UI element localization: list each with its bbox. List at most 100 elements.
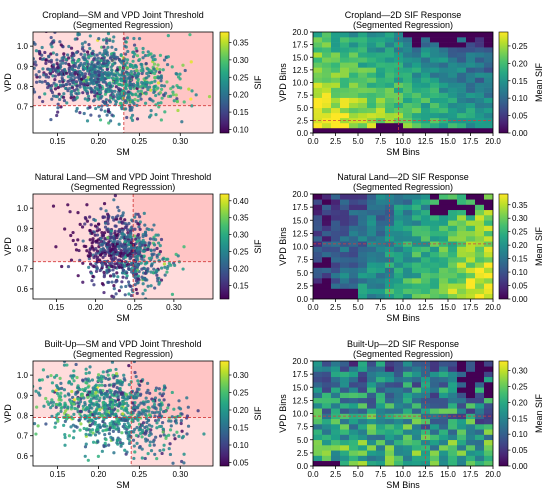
heatmap-cell <box>439 230 449 237</box>
heatmap-cell <box>385 127 395 133</box>
data-point <box>40 378 44 382</box>
heatmap-cell <box>421 293 431 299</box>
data-point <box>149 113 153 117</box>
data-point <box>82 111 86 116</box>
x-axis-label: SM Bins <box>386 480 420 490</box>
data-point <box>109 235 113 239</box>
heatmap-cell <box>457 215 467 221</box>
colorbar-tick-label: 0.05 <box>512 446 528 455</box>
data-point <box>99 380 104 384</box>
heatmap-cell <box>412 429 422 435</box>
heatmap-cell <box>466 87 476 93</box>
data-point <box>115 441 119 445</box>
heatmap-cell <box>313 455 323 462</box>
data-point <box>162 388 166 392</box>
heatmap-cell <box>313 122 323 129</box>
heatmap-cell <box>421 220 431 226</box>
heatmap-cell <box>484 32 493 38</box>
heatmap-cell <box>448 272 458 279</box>
y-axis-label: VPD <box>3 237 13 256</box>
data-point <box>83 40 87 44</box>
data-point <box>68 86 72 91</box>
heatmap-cell <box>439 408 449 414</box>
heatmap-cell <box>358 267 368 274</box>
data-point <box>111 272 116 276</box>
heatmap-cell <box>322 251 332 258</box>
data-point <box>105 67 109 72</box>
data-point <box>135 54 140 58</box>
data-point <box>121 275 125 279</box>
heatmap-cell <box>322 204 332 211</box>
data-point <box>130 63 134 68</box>
data-point <box>104 209 108 213</box>
heatmap-cell <box>403 194 413 200</box>
heatmap-cell <box>457 366 467 372</box>
heatmap-cell <box>430 32 440 38</box>
data-point <box>134 272 139 276</box>
heatmap-cell <box>457 246 467 253</box>
heatmap-cell <box>484 87 493 93</box>
data-point <box>92 403 96 407</box>
data-point <box>115 81 119 85</box>
data-point <box>124 418 128 422</box>
data-point <box>135 103 139 107</box>
heatmap-cell <box>466 230 476 237</box>
data-point <box>133 427 137 431</box>
data-point <box>106 377 111 381</box>
data-point <box>53 375 57 379</box>
data-point <box>49 86 53 90</box>
data-point <box>75 80 79 84</box>
data-point <box>59 391 63 395</box>
heatmap-cell <box>457 117 467 124</box>
data-point <box>149 98 153 102</box>
data-point <box>138 416 143 420</box>
x-axis-label: SM Bins <box>386 147 420 157</box>
data-point <box>84 367 88 371</box>
heatmap-cell <box>358 57 368 63</box>
data-point <box>126 262 130 266</box>
data-point <box>149 449 154 453</box>
heatmap-cell <box>430 209 440 216</box>
heatmap-cell <box>394 387 404 393</box>
data-point <box>95 53 99 57</box>
heatmap-cell <box>349 246 359 253</box>
data-point <box>144 431 148 435</box>
heatmap-cell <box>385 387 395 393</box>
heatmap-cell <box>394 204 404 211</box>
heatmap-cell <box>421 72 431 78</box>
heatmap-cell <box>475 52 485 58</box>
heatmap-cell <box>484 278 493 284</box>
data-point <box>99 108 103 112</box>
heatmap-cell <box>331 361 341 367</box>
data-point <box>21 91 24 94</box>
data-point <box>118 438 122 442</box>
heatmap-cell <box>457 382 467 388</box>
data-point <box>73 98 77 102</box>
heatmap-cell <box>349 77 359 83</box>
data-point <box>88 238 92 242</box>
heatmap-cell <box>358 209 368 216</box>
data-point <box>121 71 125 75</box>
heatmap-cell <box>322 97 332 103</box>
heatmap-cell <box>367 283 377 289</box>
data-point <box>82 49 86 53</box>
heatmap-cell <box>403 102 413 109</box>
heatmap-cell <box>340 267 350 274</box>
heatmap-cell <box>340 230 350 237</box>
heatmap-cell <box>475 87 485 93</box>
data-point <box>60 264 64 269</box>
data-point <box>63 401 67 405</box>
data-point <box>37 70 41 74</box>
data-point <box>114 85 118 89</box>
heatmap-cell <box>349 262 359 268</box>
data-point <box>138 220 142 224</box>
heatmap-cell <box>322 387 332 393</box>
data-point <box>89 271 94 275</box>
heatmap-cell <box>331 82 341 88</box>
heatmap-cell <box>331 67 341 73</box>
heatmap-cell <box>331 97 341 103</box>
data-point <box>151 399 155 403</box>
heatmap-cell <box>466 37 476 43</box>
data-point <box>145 420 149 425</box>
heatmap-cell <box>367 361 377 367</box>
